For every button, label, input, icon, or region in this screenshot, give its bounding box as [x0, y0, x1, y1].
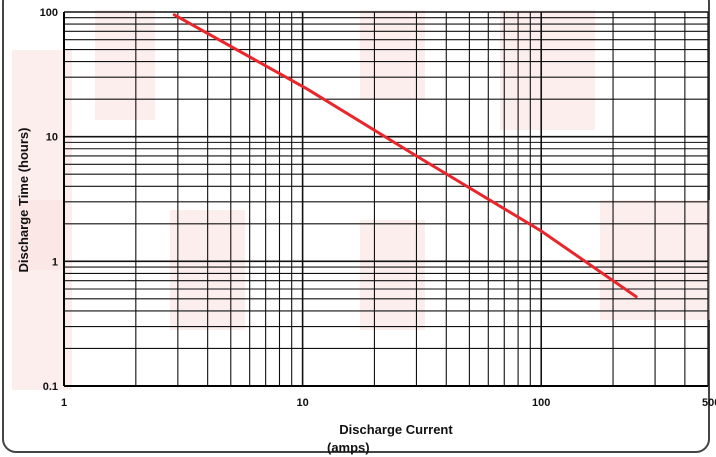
series-line-0 [172, 13, 638, 299]
background-watermark [10, 10, 710, 390]
y-tick-label: 1 [52, 256, 58, 268]
y-tick-label: 10 [46, 132, 58, 144]
watermark-shape-7 [10, 200, 65, 270]
y-axis-label: Discharge Time (hours) [16, 128, 31, 273]
x-tick-label: 500 [702, 397, 716, 409]
series-layer [172, 13, 638, 299]
watermark-shape-1 [95, 10, 155, 120]
y-tick-label: 100 [40, 7, 58, 19]
watermark-shape-5 [500, 10, 595, 130]
watermark-shape-3 [360, 10, 425, 100]
x-axis-sublabel: (amps) [327, 440, 370, 455]
x-tick-label: 10 [296, 397, 308, 409]
watermark-shape-4 [360, 220, 425, 330]
x-tick-label: 100 [532, 397, 550, 409]
x-tick-label: 1 [61, 397, 67, 409]
x-axis-label: Discharge Current [339, 422, 453, 437]
y-tick-label: 0.1 [43, 381, 58, 393]
